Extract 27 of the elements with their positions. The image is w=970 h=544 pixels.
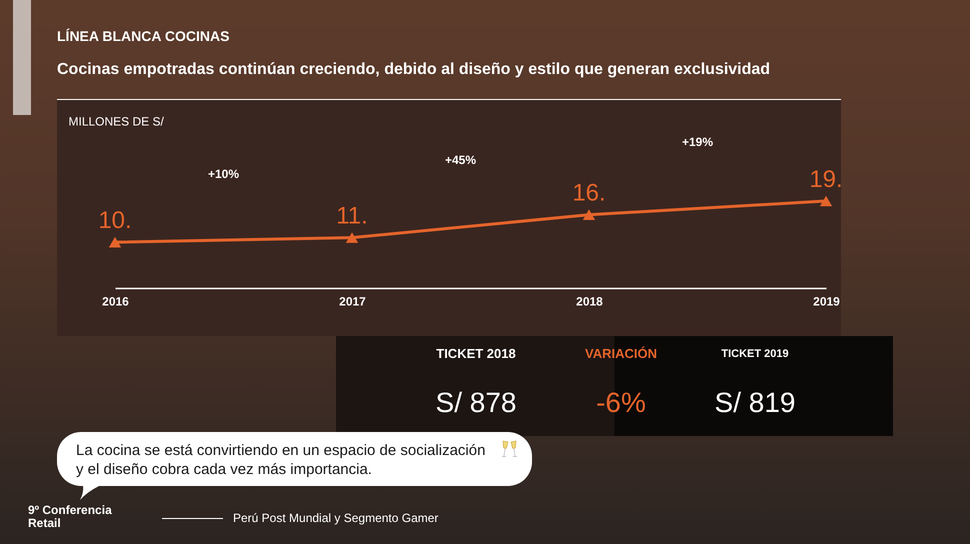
point	[108, 236, 122, 248]
data-label: 19.	[809, 166, 843, 193]
category-label: VARIACIÓN	[584, 346, 658, 362]
point	[346, 232, 358, 243]
point	[582, 209, 596, 220]
text: +19%	[682, 134, 714, 149]
text: +45%	[444, 153, 476, 168]
text: Perú Post Mundial y Segmento Gamer	[233, 511, 438, 525]
data-label: 16.	[572, 180, 606, 207]
text: La cocina se está convirtiendo en un espacio de socialización y el diseño cobra cada vez más importancia.	[76, 441, 486, 479]
text: S/ 878	[436, 387, 516, 418]
x-tick-label: 2019	[813, 294, 840, 308]
text: +10%	[208, 166, 240, 181]
text: 9º Conferencia Retail	[28, 503, 113, 530]
category-label: TICKET 2019	[720, 347, 790, 362]
data-label: 10.	[98, 207, 132, 234]
text: S/ 819	[714, 387, 796, 418]
text: -6%	[596, 387, 646, 418]
y-axis-title: MILLONES DE S/	[68, 114, 165, 128]
x-tick-label: 2017	[339, 294, 366, 308]
category-label: TICKET 2018	[435, 346, 517, 362]
x-tick-label: 2018	[576, 294, 604, 308]
point	[820, 196, 832, 206]
data-label: 11.	[336, 202, 368, 230]
chart-subtitle: Cocinas empotradas continúan creciendo, debido al diseño y estilo que generan exclusividad	[57, 61, 770, 78]
x-tick-label: 2016	[102, 294, 130, 308]
chart-title: LÍNEA BLANCA COCINAS	[57, 28, 230, 44]
